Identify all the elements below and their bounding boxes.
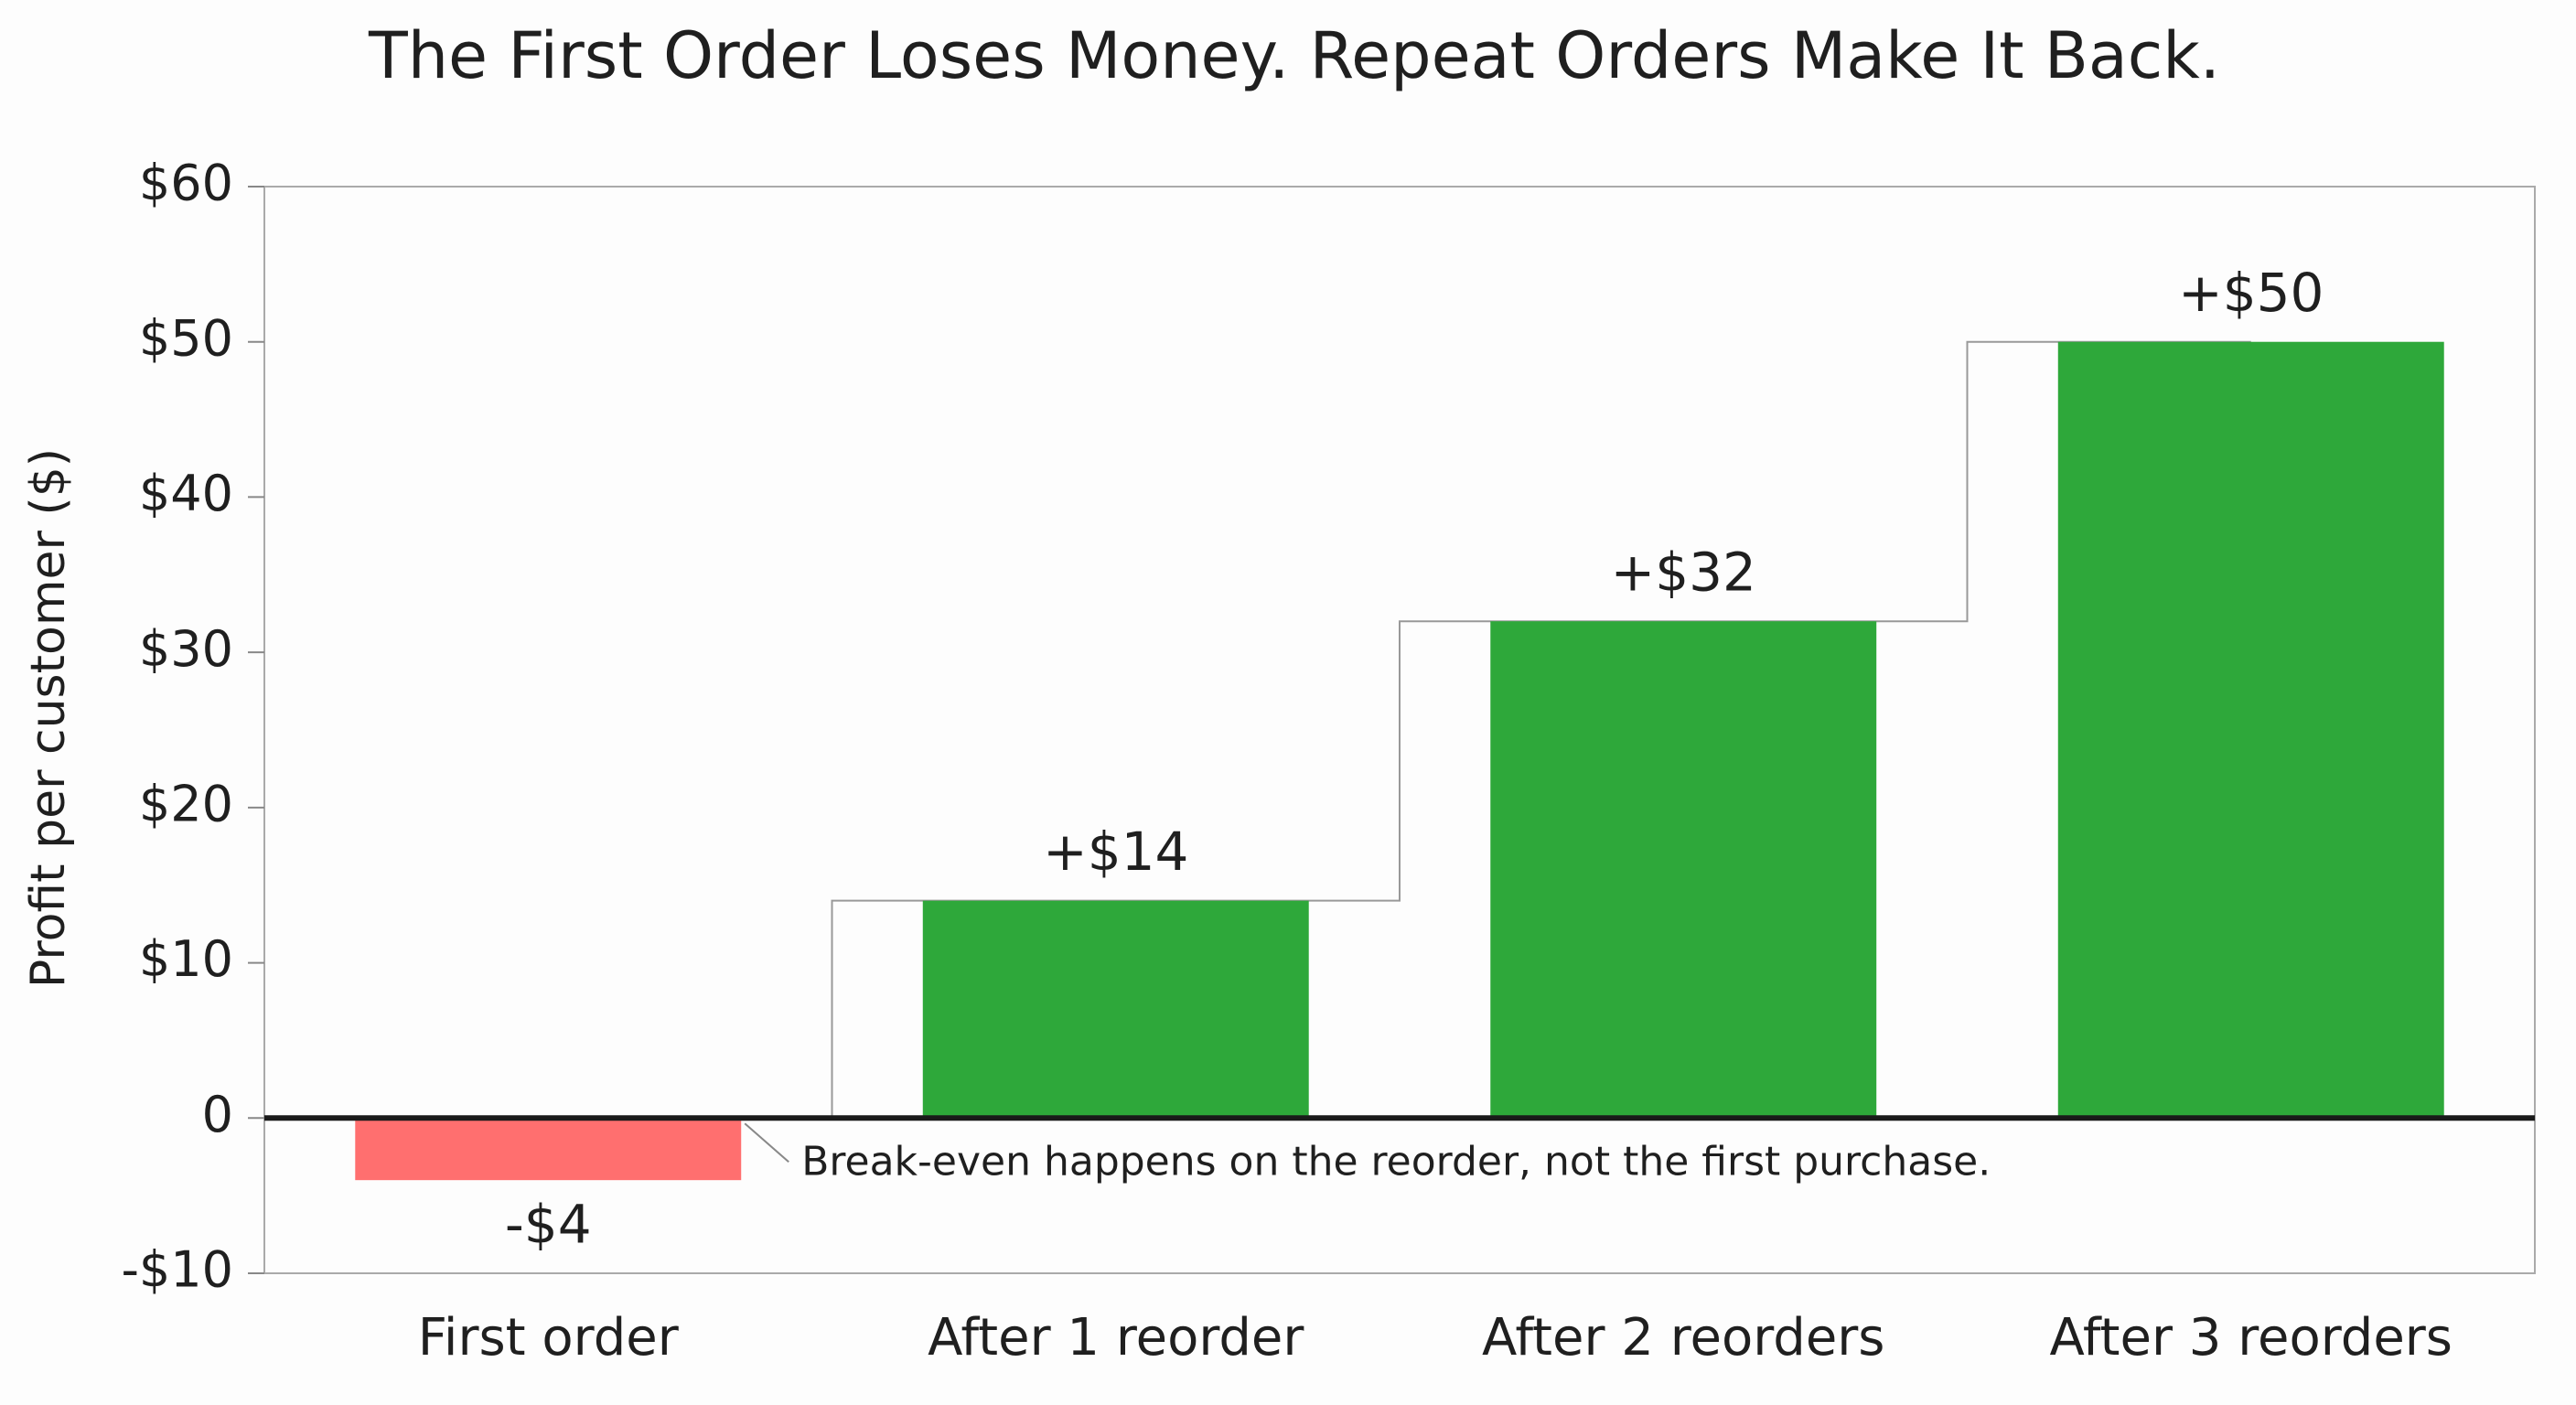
value-label: -$4 (505, 1193, 592, 1255)
step-connector (831, 340, 2251, 1119)
y-tick-label: $30 (139, 620, 233, 678)
x-tick-label: After 2 reorders (1482, 1308, 1884, 1367)
value-label: +$32 (1611, 541, 1756, 603)
value-label: +$14 (1043, 820, 1188, 883)
bar (2057, 341, 2444, 1119)
y-tick-label: $50 (139, 309, 233, 367)
annotation-leader (744, 1122, 789, 1164)
x-tick-label: First order (418, 1308, 680, 1367)
value-label: +$50 (2178, 262, 2324, 324)
y-tick-label: $10 (139, 930, 233, 988)
y-tick-label: 0 (202, 1086, 233, 1143)
x-tick-label: After 1 reorder (928, 1308, 1304, 1367)
bar (1490, 621, 1877, 1119)
x-tick-label: After 3 reorders (2050, 1308, 2453, 1367)
y-tick-label: $20 (139, 775, 233, 832)
chart-title: The First Order Loses Money. Repeat Orde… (368, 18, 2220, 93)
bar (922, 900, 1309, 1119)
y-tick-label: $40 (139, 465, 233, 522)
y-tick-label: $60 (139, 155, 233, 212)
y-tick-label: -$10 (121, 1241, 233, 1299)
bar (355, 1118, 742, 1181)
annotation: Break-even happens on the reorder, not t… (801, 1138, 1991, 1185)
plot-frame (263, 186, 2536, 1274)
y-axis-label: Profit per customer ($) (21, 448, 76, 988)
